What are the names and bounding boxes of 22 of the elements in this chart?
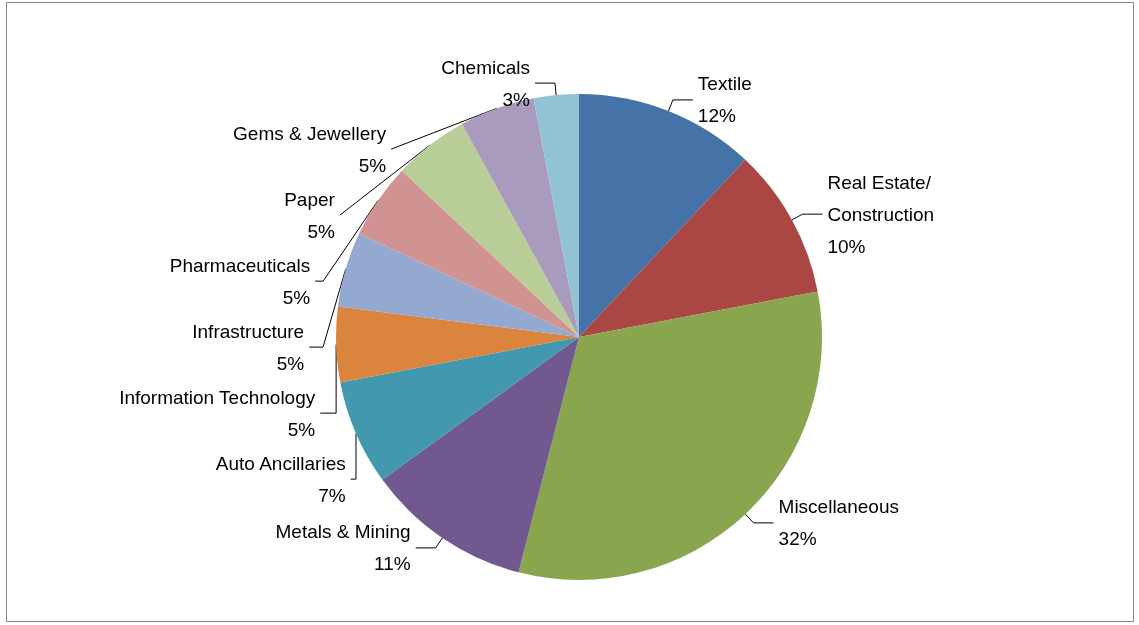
slice-label: Pharmaceuticals	[169, 254, 311, 276]
data-label: 32%	[778, 528, 817, 550]
data-label: 12%	[697, 105, 737, 127]
data-label: 5%	[358, 154, 387, 176]
data-label: 3%	[502, 88, 531, 110]
slice-label: Paper	[284, 188, 336, 210]
data-label: 5%	[276, 352, 305, 374]
slice-label: Auto Ancillaries	[215, 452, 346, 474]
slice-label: Real Estate/Construction	[827, 171, 935, 225]
data-label: 5%	[287, 418, 316, 440]
slice-label: Textile	[697, 73, 752, 95]
slice-label: Infrastructure	[192, 320, 305, 342]
data-label: 7%	[318, 484, 346, 506]
slice-label: Information Technology	[119, 386, 316, 408]
slice-label: Gems & Jewellery	[233, 122, 387, 144]
data-label: 5%	[307, 220, 335, 242]
slice-label: Metals & Mining	[275, 521, 411, 543]
slice-label: Chemicals	[441, 56, 530, 78]
slice-label: Miscellaneous	[778, 496, 899, 518]
data-label: 5%	[282, 286, 311, 308]
data-label: 10%	[827, 235, 866, 257]
data-label: 11%	[374, 553, 411, 575]
